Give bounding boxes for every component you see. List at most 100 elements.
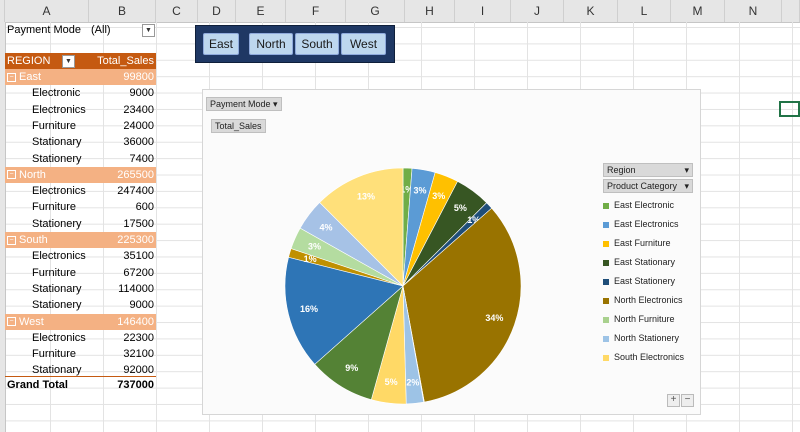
pie-data-label: 3% bbox=[413, 186, 426, 196]
column-header-a[interactable]: A bbox=[5, 0, 89, 22]
payment-mode-field-label: Payment Mode bbox=[210, 99, 271, 109]
region-group-row[interactable]: − North 265500 bbox=[5, 166, 156, 183]
column-header-next[interactable] bbox=[782, 0, 800, 22]
region-slicer: East North South West bbox=[195, 25, 395, 63]
pivot-item-row: Stationery 17500 bbox=[5, 216, 156, 232]
pivot-item-row: Furniture 32100 bbox=[5, 346, 156, 362]
pie-data-label: 34% bbox=[485, 313, 503, 323]
grand-total-label: Grand Total bbox=[7, 379, 68, 391]
legend-item[interactable]: East Stationery bbox=[603, 273, 675, 289]
legend-item[interactable]: South Electronics bbox=[603, 349, 684, 365]
pivot-item-row: Furniture 600 bbox=[5, 199, 156, 215]
collapse-icon[interactable]: − bbox=[7, 317, 16, 327]
column-header-e[interactable]: E bbox=[236, 0, 286, 22]
category-value: 247400 bbox=[117, 185, 154, 198]
region-group-row[interactable]: − West 146400 bbox=[5, 313, 156, 330]
category-label: Stationary bbox=[32, 136, 82, 149]
column-header-b[interactable]: B bbox=[89, 0, 156, 22]
pie-data-label: 3% bbox=[432, 191, 445, 201]
filter-dropdown-icon[interactable]: ▼ bbox=[142, 24, 155, 37]
product-category-field-button[interactable]: Product Category ▾ bbox=[603, 179, 693, 193]
category-label: Electronic bbox=[32, 87, 81, 100]
legend-label: East Stationery bbox=[614, 276, 676, 286]
category-label: Electronics bbox=[32, 331, 86, 344]
slicer-button-north[interactable]: North bbox=[249, 33, 293, 55]
report-filter-row: Payment Mode (All) ▼ bbox=[5, 22, 156, 38]
column-header-h[interactable]: H bbox=[405, 0, 455, 22]
pivot-header-row: REGION ▼ Total_Sales bbox=[5, 53, 156, 69]
category-label: Stationery bbox=[32, 299, 82, 312]
column-header-d[interactable]: D bbox=[198, 0, 236, 22]
region-group-total: 99800 bbox=[123, 71, 154, 83]
category-label: Stationary bbox=[32, 282, 82, 295]
column-header-g[interactable]: G bbox=[346, 0, 405, 22]
pivot-item-row: Furniture 24000 bbox=[5, 118, 156, 134]
region-field-button[interactable]: Region ▾ bbox=[603, 163, 693, 177]
pie-chart: 1% 3%3%5%1%34%2%5%9%16%1%3%4%13% bbox=[284, 167, 522, 405]
filter-value[interactable]: (All) bbox=[91, 24, 111, 36]
pivot-chart[interactable]: Payment Mode ▾ Total_Sales 1% 3% 3% 5% 1% 34%… bbox=[202, 89, 701, 415]
select-all-corner[interactable] bbox=[0, 0, 5, 22]
slicer-button-south[interactable]: South bbox=[295, 33, 339, 55]
category-value: 24000 bbox=[123, 119, 154, 132]
total-sales-header: Total_Sales bbox=[97, 55, 154, 67]
region-group-label: South bbox=[19, 234, 48, 246]
pivot-item-row: Electronics 35100 bbox=[5, 248, 156, 264]
legend-label: North Furniture bbox=[614, 314, 675, 324]
legend-swatch bbox=[603, 240, 609, 247]
legend-item[interactable]: East Electronics bbox=[603, 216, 679, 232]
legend-item[interactable]: East Stationary bbox=[603, 254, 675, 270]
legend-item[interactable]: North Stationery bbox=[603, 330, 679, 346]
total-sales-field-label: Total_Sales bbox=[215, 121, 262, 131]
region-header: REGION bbox=[7, 55, 51, 67]
payment-mode-field-button[interactable]: Payment Mode ▾ bbox=[206, 97, 282, 111]
pivot-item-row: Stationary 92000 bbox=[5, 362, 156, 378]
column-header-i[interactable]: I bbox=[455, 0, 511, 22]
pie-data-label: 16% bbox=[300, 304, 318, 314]
total-sales-field-button[interactable]: Total_Sales bbox=[211, 119, 266, 133]
region-group-total: 265500 bbox=[117, 168, 154, 181]
column-header-l[interactable]: L bbox=[618, 0, 671, 22]
pivot-item-row: Stationary 36000 bbox=[5, 134, 156, 150]
selected-cell[interactable] bbox=[779, 101, 800, 117]
column-header-c[interactable]: C bbox=[156, 0, 198, 22]
category-label: Furniture bbox=[32, 119, 77, 132]
pivot-item-row: Electronics 23400 bbox=[5, 102, 156, 118]
region-group-row[interactable]: − South 225300 bbox=[5, 232, 156, 248]
pie-slice[interactable] bbox=[319, 167, 404, 287]
category-value: 23400 bbox=[123, 103, 154, 116]
slicer-button-west[interactable]: West bbox=[341, 33, 386, 55]
pie-data-label: 2% bbox=[406, 377, 419, 387]
legend-swatch bbox=[603, 221, 609, 228]
region-group-row[interactable]: − East 99800 bbox=[5, 69, 156, 85]
pie-data-label: 1% bbox=[400, 184, 413, 194]
pie-slice[interactable] bbox=[402, 207, 522, 403]
category-value: 114000 bbox=[118, 282, 154, 295]
category-label: Stationery bbox=[32, 152, 82, 165]
legend-item[interactable]: East Furniture bbox=[603, 235, 671, 251]
pivot-item-row: Furniture 67200 bbox=[5, 265, 156, 281]
region-filter-dropdown-icon[interactable]: ▼ bbox=[62, 55, 75, 68]
zoom-out-button[interactable]: − bbox=[681, 394, 694, 407]
column-header-k[interactable]: K bbox=[564, 0, 618, 22]
legend-swatch bbox=[603, 259, 609, 266]
region-group-total: 225300 bbox=[117, 234, 154, 246]
pie-slice[interactable] bbox=[284, 256, 404, 365]
column-header-j[interactable]: J bbox=[511, 0, 564, 22]
legend-item[interactable]: North Furniture bbox=[603, 311, 675, 327]
region-group-label: West bbox=[19, 315, 44, 328]
collapse-icon[interactable]: − bbox=[7, 235, 16, 245]
grand-total-row: Grand Total 737000 bbox=[5, 376, 156, 393]
column-header-n[interactable]: N bbox=[725, 0, 782, 22]
legend-item[interactable]: East Electronic bbox=[603, 197, 674, 213]
pie-data-label: 4% bbox=[319, 222, 332, 232]
legend-item[interactable]: North Electronics bbox=[603, 292, 683, 308]
slicer-button-east[interactable]: East bbox=[203, 33, 239, 55]
collapse-icon[interactable]: − bbox=[7, 72, 16, 82]
grand-total-value: 737000 bbox=[117, 379, 154, 391]
column-header-m[interactable]: M bbox=[671, 0, 725, 22]
column-header-f[interactable]: F bbox=[286, 0, 346, 22]
collapse-icon[interactable]: − bbox=[7, 170, 16, 180]
zoom-in-button[interactable]: + bbox=[667, 394, 680, 407]
pivot-item-row: Stationary 114000 bbox=[5, 281, 156, 297]
